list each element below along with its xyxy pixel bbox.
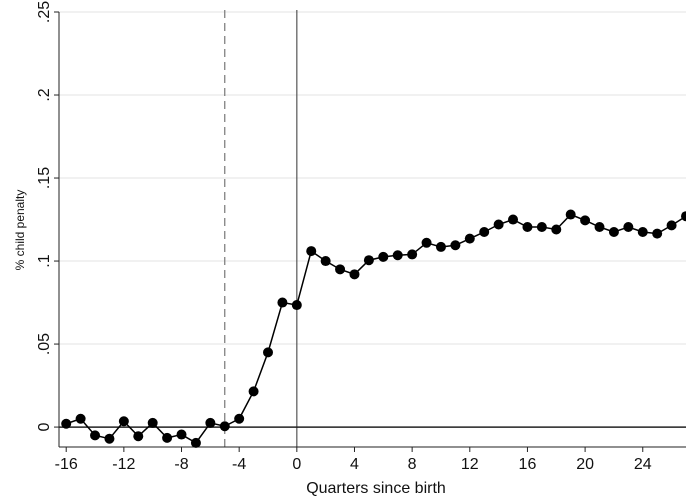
axes — [54, 11, 686, 452]
data-point-38 — [608, 226, 619, 237]
y-tick-label-0: 0 — [36, 423, 53, 432]
data-point-20 — [349, 269, 360, 280]
data-point-25 — [421, 237, 432, 248]
data-point-1 — [75, 413, 86, 424]
y-tick-label-1: .05 — [36, 333, 53, 355]
data-point-31 — [508, 214, 519, 225]
data-point-5 — [133, 431, 144, 442]
y-tick-label-4: .2 — [36, 88, 53, 101]
data-point-9 — [190, 437, 201, 448]
data-point-37 — [594, 222, 605, 233]
data-point-12 — [234, 413, 245, 424]
data-point-36 — [580, 215, 591, 226]
x-tick-label-7: 12 — [461, 456, 479, 473]
data-point-11 — [219, 421, 230, 432]
data-point-42 — [666, 220, 677, 231]
y-tick-label-5: .25 — [36, 1, 53, 23]
x-tick-label-2: -8 — [174, 456, 188, 473]
data-point-29 — [479, 226, 490, 237]
data-point-43 — [681, 211, 686, 222]
series-layer — [61, 209, 686, 448]
data-point-13 — [248, 386, 259, 397]
data-point-33 — [536, 222, 547, 233]
x-tick-label-4: 0 — [292, 456, 301, 473]
x-tick-label-3: -4 — [232, 456, 246, 473]
data-point-4 — [118, 416, 129, 427]
data-point-34 — [551, 224, 562, 235]
x-tick-label-1: -12 — [112, 456, 135, 473]
data-point-22 — [378, 251, 389, 262]
reference-lines — [59, 10, 686, 447]
data-point-17 — [306, 246, 317, 257]
data-point-32 — [522, 222, 533, 233]
data-point-28 — [464, 233, 475, 244]
data-point-30 — [493, 219, 504, 230]
data-point-24 — [407, 249, 418, 260]
data-point-21 — [363, 255, 374, 266]
y-tick-label-2: .1 — [36, 254, 53, 267]
data-point-26 — [435, 241, 446, 252]
x-tick-label-9: 20 — [576, 456, 594, 473]
data-point-19 — [335, 264, 346, 275]
tick-labels: 0 .05 .1 .15 .2 .25 -16 -12 -8 -4 0 4 8 12 16 20 24 — [36, 1, 652, 473]
grid-layer — [59, 11, 686, 345]
data-point-2 — [90, 430, 101, 441]
data-point-35 — [565, 209, 576, 220]
y-axis-title: % child penalty — [13, 190, 27, 271]
data-point-14 — [263, 347, 273, 358]
data-point-39 — [623, 222, 634, 233]
data-point-23 — [392, 250, 403, 261]
data-point-3 — [104, 433, 115, 444]
data-point-7 — [162, 432, 173, 443]
y-tick-label-3: .15 — [36, 167, 53, 189]
x-tick-label-6: 8 — [408, 456, 417, 473]
data-point-41 — [652, 228, 663, 239]
data-point-16 — [291, 300, 302, 311]
x-tick-label-10: 24 — [634, 456, 652, 473]
x-axis-title: Quarters since birth — [306, 480, 446, 497]
x-tick-label-5: 4 — [350, 456, 359, 473]
data-point-8 — [176, 429, 187, 440]
data-point-0 — [61, 418, 72, 429]
data-point-18 — [320, 256, 331, 267]
data-point-15 — [277, 297, 288, 308]
x-tick-label-8: 16 — [519, 456, 537, 473]
data-point-10 — [205, 417, 216, 428]
data-point-27 — [450, 240, 461, 251]
data-point-40 — [637, 226, 648, 237]
data-point-6 — [147, 417, 158, 428]
x-tick-label-0: -16 — [55, 456, 78, 473]
